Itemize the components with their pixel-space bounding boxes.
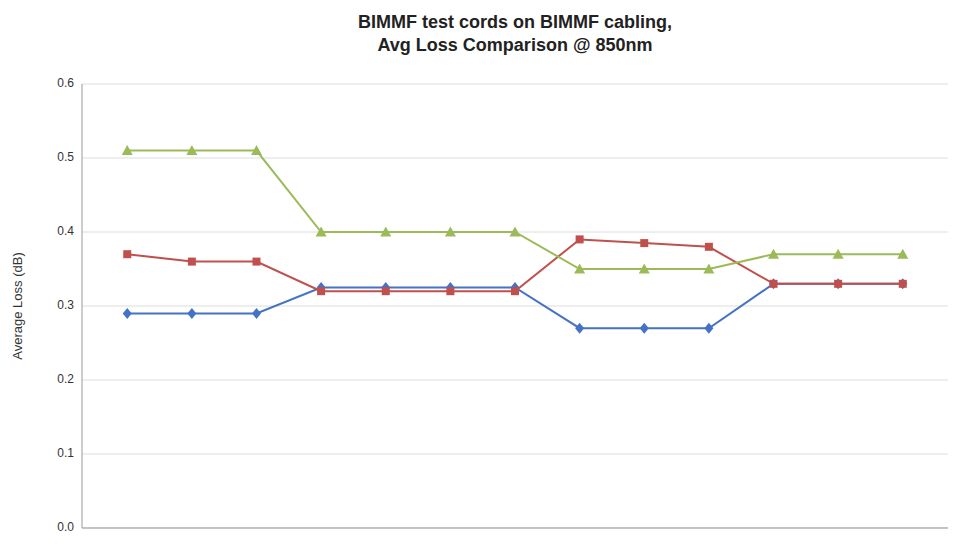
data-point — [510, 227, 521, 237]
plot-area — [122, 145, 909, 334]
chart-container: BIMMF test cords on BIMMF cabling,Avg Lo… — [0, 0, 974, 558]
chart: BIMMF test cords on BIMMF cabling,Avg Lo… — [0, 0, 974, 558]
grid-line — [82, 454, 948, 455]
grid-line — [82, 528, 948, 529]
grid-line — [82, 306, 948, 307]
data-point — [834, 278, 843, 289]
series-line — [127, 151, 903, 269]
data-point — [574, 264, 585, 274]
data-point — [576, 235, 584, 243]
data-point — [640, 323, 649, 334]
data-point — [252, 258, 260, 266]
data-point — [769, 278, 778, 289]
series-line — [127, 239, 903, 291]
series-line — [127, 284, 903, 328]
y-tick-label: 0.5 — [57, 150, 74, 164]
data-point — [704, 323, 713, 334]
y-tick-label: 0.0 — [57, 520, 74, 534]
data-point — [834, 280, 842, 288]
data-point — [445, 227, 456, 237]
data-point — [188, 258, 196, 266]
data-point — [833, 249, 844, 259]
data-point — [380, 227, 391, 237]
data-point — [122, 145, 133, 155]
data-point — [316, 227, 327, 237]
grid — [82, 84, 948, 528]
y-axis-label: Average Loss (dB) — [10, 252, 25, 359]
grid-line — [82, 84, 948, 85]
data-point — [186, 145, 197, 155]
grid-line — [82, 380, 948, 381]
data-point — [705, 243, 713, 251]
y-tick-label: 0.2 — [57, 372, 74, 386]
data-point — [575, 323, 584, 334]
series — [122, 145, 909, 273]
grid-line — [82, 158, 948, 159]
data-point — [382, 287, 390, 295]
y-axis-line — [82, 84, 83, 528]
data-point — [511, 287, 519, 295]
data-point — [640, 239, 648, 247]
data-point — [252, 308, 261, 319]
data-point — [899, 280, 907, 288]
data-point — [251, 145, 262, 155]
data-point — [770, 280, 778, 288]
series — [123, 235, 907, 295]
data-point — [123, 308, 132, 319]
data-point — [639, 264, 650, 274]
data-point — [703, 264, 714, 274]
y-tick-label: 0.3 — [57, 298, 74, 312]
title: BIMMF test cords on BIMMF cabling,Avg Lo… — [358, 12, 672, 55]
data-point — [187, 308, 196, 319]
data-point — [446, 287, 454, 295]
series — [123, 278, 908, 333]
y-ticks: 0.0 0.1 0.2 0.3 0.4 0.5 0.6 — [57, 76, 74, 534]
data-point — [768, 249, 779, 259]
y-tick-label: 0.1 — [57, 446, 74, 460]
y-tick-label: 0.4 — [57, 224, 74, 238]
y-tick-label: 0.6 — [57, 76, 74, 90]
data-point — [123, 250, 131, 258]
data-point — [898, 278, 907, 289]
x-axis-line — [82, 528, 948, 529]
data-point — [897, 249, 908, 259]
data-point — [317, 287, 325, 295]
